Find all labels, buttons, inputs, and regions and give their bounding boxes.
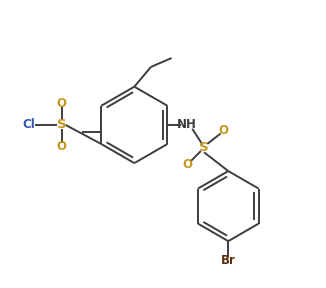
Text: Br: Br [221,254,236,267]
Text: O: O [57,140,67,153]
Text: S: S [199,141,209,154]
Text: O: O [183,158,192,171]
Text: NH: NH [177,118,197,131]
Text: Cl: Cl [22,118,35,131]
Text: S: S [57,118,67,131]
Text: O: O [57,97,67,110]
Text: O: O [219,124,229,137]
